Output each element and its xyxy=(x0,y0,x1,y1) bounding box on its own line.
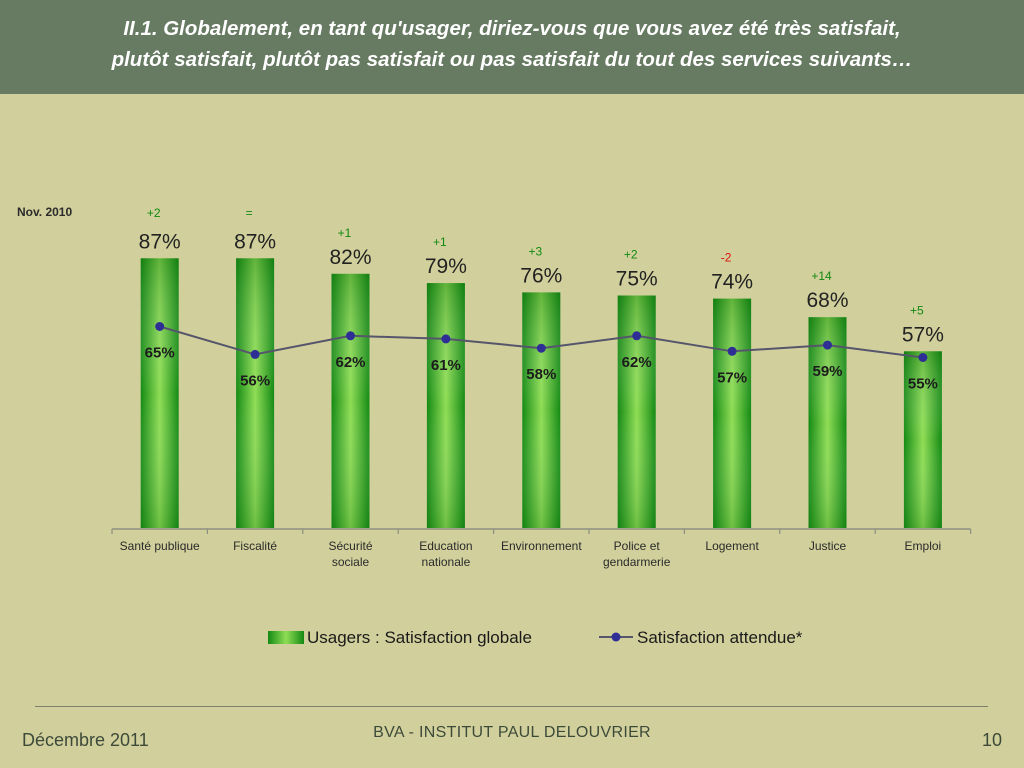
change-label: +1 xyxy=(433,235,447,249)
footer-organization: BVA - INSTITUT PAUL DELOUVRIER xyxy=(373,724,651,741)
line-value-label: 62% xyxy=(335,354,365,371)
bar-shading xyxy=(140,258,179,528)
header-bar xyxy=(0,0,1024,94)
bar-value-labels: 87% 87% 82% 79% 76% 75% 74% 68% 57% xyxy=(139,230,944,346)
bar-shading xyxy=(903,351,942,528)
bar-value-label: 75% xyxy=(616,268,658,291)
line-marker xyxy=(632,331,642,341)
line-value-labels: 65% 56% 62% 61% 58% 62% 57% 59% 55% xyxy=(145,345,938,393)
legend-line-label: Satisfaction attendue* xyxy=(637,628,803,647)
line-value-label: 61% xyxy=(431,357,461,374)
footer-divider xyxy=(35,706,988,707)
line-markers xyxy=(155,322,928,362)
line-marker xyxy=(441,334,451,344)
bar-value-label: 87% xyxy=(234,230,276,253)
line-value-label: 55% xyxy=(908,376,938,393)
bar-value-label: 87% xyxy=(139,230,181,253)
line-value-label: 59% xyxy=(812,363,842,380)
bar-shading xyxy=(808,317,847,528)
page-number: 10 xyxy=(981,730,1002,750)
line-marker xyxy=(346,331,355,341)
line-value-label: 58% xyxy=(526,366,556,383)
line-marker xyxy=(823,340,832,350)
line-marker xyxy=(727,346,737,356)
change-label: -2 xyxy=(721,251,732,265)
line-marker xyxy=(155,322,165,331)
line-value-label: 57% xyxy=(717,369,747,386)
change-labels: +2 = +1 +1 +3 +2 -2 +14 +5 xyxy=(147,206,924,317)
bar-value-label: 76% xyxy=(520,264,562,287)
line-value-label: 65% xyxy=(145,345,175,362)
line-marker xyxy=(250,349,260,359)
line-marker xyxy=(536,343,546,353)
category-label: Fiscalité xyxy=(233,539,277,553)
bar-shading xyxy=(236,258,275,528)
bar-value-label: 79% xyxy=(425,255,467,278)
bar-value-label: 57% xyxy=(902,323,944,346)
bar-shading xyxy=(522,292,561,528)
category-label: Environnement xyxy=(501,539,582,553)
category-label: Education xyxy=(419,539,472,553)
bar-shading xyxy=(331,273,370,528)
comparison-reference-label: Nov. 2010 xyxy=(17,205,73,219)
category-label: Justice xyxy=(809,539,847,553)
category-label: Sécurité xyxy=(328,539,372,553)
change-label: +14 xyxy=(811,269,832,283)
bar-shading xyxy=(713,298,752,528)
category-label: Logement xyxy=(705,539,759,553)
line-marker xyxy=(918,353,928,362)
change-label: +1 xyxy=(338,226,352,240)
change-label: +2 xyxy=(624,248,638,262)
page-title: II.1. Globalement, en tant qu'usager, di… xyxy=(0,13,1024,75)
bar-shading xyxy=(426,283,465,528)
change-label: +3 xyxy=(528,244,542,258)
category-label: Santé publique xyxy=(120,539,200,553)
bar-value-label: 82% xyxy=(329,246,371,269)
legend-bar-swatch xyxy=(268,631,304,644)
change-label: +5 xyxy=(910,303,924,317)
category-label: sociale xyxy=(332,555,370,569)
x-axis-ticks xyxy=(111,529,972,534)
category-label: nationale xyxy=(422,555,471,569)
title-line-1: II.1. Globalement, en tant qu'usager, di… xyxy=(123,17,901,40)
title-line-2: plutôt satisfait, plutôt pas satisfait o… xyxy=(111,48,913,71)
change-label: = xyxy=(246,206,253,220)
bar-value-label: 74% xyxy=(711,271,753,294)
line-value-label: 62% xyxy=(622,354,652,371)
category-label: gendarmerie xyxy=(603,555,671,569)
category-labels: Santé publique Fiscalité Sécurité sociale Ed… xyxy=(120,539,942,569)
change-label: +2 xyxy=(147,206,161,220)
bars-group xyxy=(140,258,942,528)
legend: Usagers : Satisfaction globale Satisfact… xyxy=(268,628,803,647)
legend-line-marker xyxy=(611,632,621,642)
category-label: Police et xyxy=(614,539,661,553)
legend-bar-label: Usagers : Satisfaction globale xyxy=(307,628,532,647)
bar-shading xyxy=(617,295,656,528)
category-label: Emploi xyxy=(905,539,942,553)
footer-date: Décembre 2011 xyxy=(22,730,149,750)
line-value-label: 56% xyxy=(240,372,270,389)
bar-value-label: 68% xyxy=(806,289,848,312)
